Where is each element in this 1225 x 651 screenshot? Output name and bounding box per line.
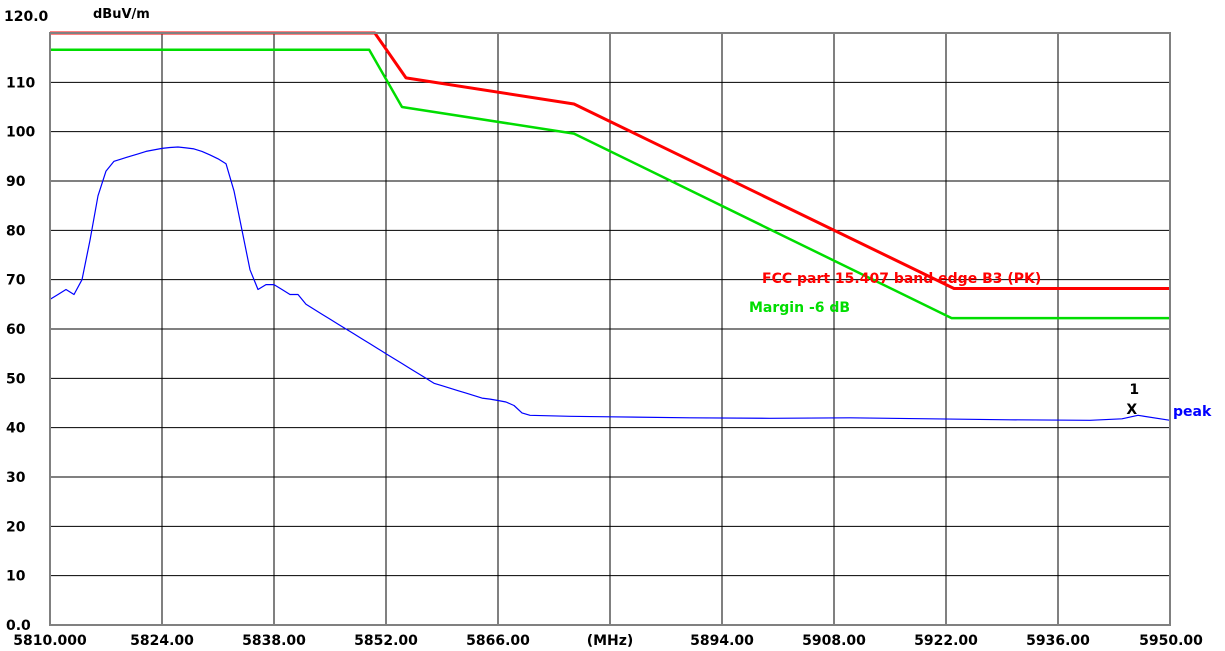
y-tick-label: 60	[6, 322, 26, 338]
x-tick-label: 5894.00	[690, 633, 754, 649]
y-tick-label: 0.0	[6, 618, 31, 634]
y-tick-label: 30	[6, 470, 26, 486]
marker-number: 1	[1129, 382, 1139, 398]
x-tick-label: 5922.00	[914, 633, 978, 649]
x-tick-label: 5810.000	[13, 633, 87, 649]
x-tick-label: 5950.00	[1139, 633, 1203, 649]
plot-frame	[49, 32, 1171, 626]
y-tick-labels: 0.0 10 20 30 40 50 60 70 80 90 100 110 120.0	[4, 9, 49, 634]
x-tick-label: 5908.00	[802, 633, 866, 649]
margin-line	[50, 48, 1170, 320]
x-tick-label: (MHz)	[587, 633, 634, 649]
x-tick-label: 5824.00	[130, 633, 194, 649]
y-tick-label: 90	[6, 174, 26, 190]
y-tick-label: 80	[6, 223, 26, 239]
y-tick-label: 10	[6, 569, 26, 585]
marker-1: 1 X	[1126, 382, 1139, 418]
y-tick-label: 70	[6, 273, 26, 289]
series-label-peak: peak	[1173, 404, 1212, 420]
x-tick-label: 5866.00	[466, 633, 530, 649]
peak-trace	[49, 146, 1171, 421]
y-axis-unit-label: dBuV/m	[93, 7, 150, 22]
x-tick-label: 5838.00	[242, 633, 306, 649]
y-tick-label: 100	[6, 125, 35, 141]
x-tick-label: 5852.00	[354, 633, 418, 649]
x-tick-label: 5936.00	[1026, 633, 1090, 649]
x-tick-labels: 5810.000 5824.00 5838.00 5852.00 5866.00 (MHz…	[13, 633, 1203, 649]
marker-symbol: X	[1126, 402, 1137, 418]
series-label-margin: Margin -6 dB	[749, 300, 850, 316]
y-tick-label: 20	[6, 519, 26, 535]
y-tick-label: 120.0	[4, 9, 49, 25]
y-tick-label: 110	[6, 75, 35, 91]
series-label-limit: FCC part 15.407 band edge B3 (PK)	[762, 271, 1041, 287]
y-tick-label: 40	[6, 421, 26, 437]
y-tick-label: 50	[6, 371, 26, 387]
